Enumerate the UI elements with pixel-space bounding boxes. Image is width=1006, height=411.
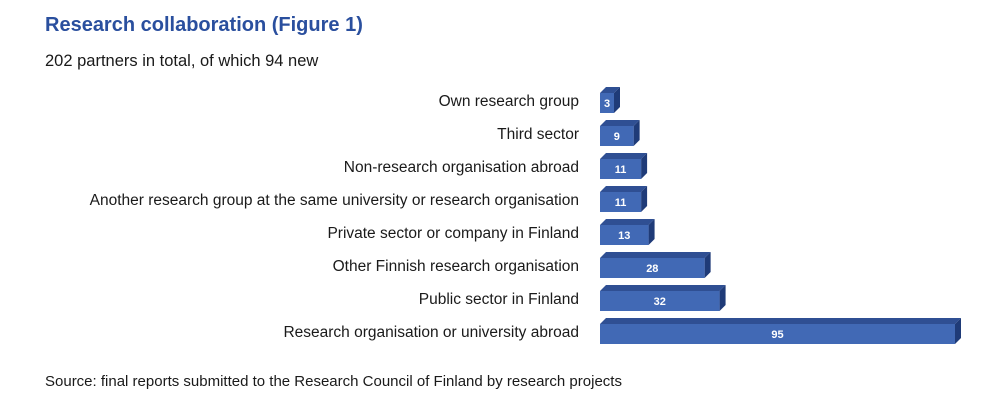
bar <box>600 324 955 344</box>
bar <box>600 258 705 278</box>
chart-title: Research collaboration (Figure 1) <box>45 14 363 36</box>
bar <box>600 126 634 146</box>
bar <box>600 192 642 212</box>
category-label: Research organisation or university abro… <box>283 324 579 341</box>
bar-side-face <box>704 252 711 278</box>
data-label: 11 <box>615 164 627 176</box>
bar <box>600 225 649 245</box>
bar-chart: Own research group 3 Third sector 9 Non-rese… <box>90 87 961 344</box>
bar-top-face <box>600 252 711 258</box>
bar-top-face <box>600 219 655 225</box>
bar-side-face <box>955 318 961 344</box>
bar <box>600 159 642 179</box>
bar-side-face <box>719 285 726 311</box>
bar-top-face <box>600 120 640 126</box>
bar-top-face <box>600 186 648 192</box>
source-note: Source: final reports submitted to the R… <box>45 373 622 390</box>
chart-subtitle: 202 partners in total, of which 94 new <box>45 52 319 70</box>
bar-side-face <box>614 87 620 113</box>
data-label: 9 <box>614 131 620 143</box>
data-label: 32 <box>654 296 666 308</box>
category-label: Non-research organisation abroad <box>344 159 579 176</box>
data-label: 28 <box>646 263 658 275</box>
bar-top-face <box>600 87 620 93</box>
category-label: Another research group at the same unive… <box>90 192 579 209</box>
category-label: Other Finnish research organisation <box>333 258 579 275</box>
category-label: Public sector in Finland <box>419 291 579 308</box>
category-label: Private sector or company in Finland <box>327 225 579 242</box>
data-label: 3 <box>604 98 610 110</box>
bar <box>600 291 720 311</box>
bar-top-face <box>600 285 726 291</box>
data-label: 95 <box>771 329 783 341</box>
data-label: 13 <box>618 230 630 242</box>
category-label: Third sector <box>497 126 579 143</box>
bar-side-face <box>648 219 655 245</box>
category-label: Own research group <box>439 93 579 110</box>
bar-top-face <box>600 318 961 324</box>
bar-top-face <box>600 153 648 159</box>
bar-side-face <box>633 120 640 146</box>
bar <box>600 93 614 113</box>
bar-side-face <box>641 153 648 179</box>
data-label: 11 <box>615 197 627 209</box>
bar-side-face <box>641 186 648 212</box>
